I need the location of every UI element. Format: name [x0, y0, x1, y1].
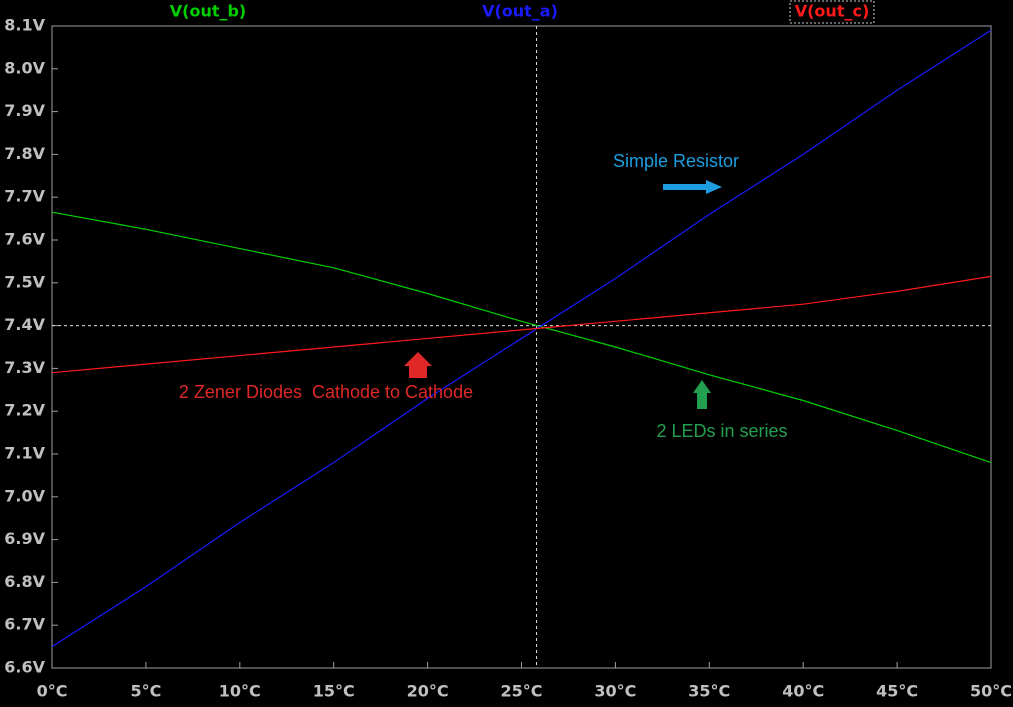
x-tick-label: 0°C — [37, 682, 68, 701]
y-tick-label: 7.1V — [4, 444, 45, 463]
legend-entry: V(out_a) — [482, 2, 558, 21]
arrow — [693, 380, 711, 409]
series-line — [51, 211, 992, 464]
y-tick-label: 7.6V — [4, 230, 45, 249]
y-tick-label: 6.9V — [4, 529, 45, 548]
annotation: Simple Resistor — [613, 151, 739, 171]
y-tick-label: 7.2V — [4, 401, 45, 420]
x-tick-label: 50°C — [970, 682, 1012, 701]
y-tick-label: 8.1V — [4, 16, 45, 35]
y-tick-label: 7.0V — [4, 486, 45, 505]
series-line — [51, 29, 992, 648]
x-tick-label: 35°C — [688, 682, 730, 701]
y-tick-label: 7.7V — [4, 187, 45, 206]
arrow — [404, 352, 432, 378]
legend-entry: V(out_b) — [170, 2, 247, 21]
x-tick-label: 20°C — [407, 682, 449, 701]
x-tick-label: 10°C — [219, 682, 261, 701]
y-tick-label: 6.6V — [4, 658, 45, 677]
y-tick-label: 7.5V — [4, 272, 45, 291]
annotation: 2 Zener Diodes Cathode to Cathode — [179, 382, 473, 402]
annotation: 2 LEDs in series — [656, 421, 787, 441]
y-tick-label: 8.0V — [4, 58, 45, 77]
y-tick-label: 7.9V — [4, 101, 45, 120]
legend-entry: V(out_c) — [795, 2, 870, 21]
x-tick-label: 25°C — [500, 682, 542, 701]
y-tick-label: 7.3V — [4, 358, 45, 377]
arrow — [663, 180, 722, 194]
y-tick-label: 6.8V — [4, 572, 45, 591]
legend-highlight — [789, 0, 875, 24]
x-tick-label: 30°C — [594, 682, 636, 701]
x-tick-label: 5°C — [130, 682, 161, 701]
x-tick-label: 45°C — [876, 682, 918, 701]
series-line — [51, 275, 992, 374]
y-tick-label: 7.4V — [4, 315, 45, 334]
y-tick-label: 6.7V — [4, 615, 45, 634]
x-tick-label: 40°C — [782, 682, 824, 701]
y-tick-label: 7.8V — [4, 144, 45, 163]
x-tick-label: 15°C — [313, 682, 355, 701]
